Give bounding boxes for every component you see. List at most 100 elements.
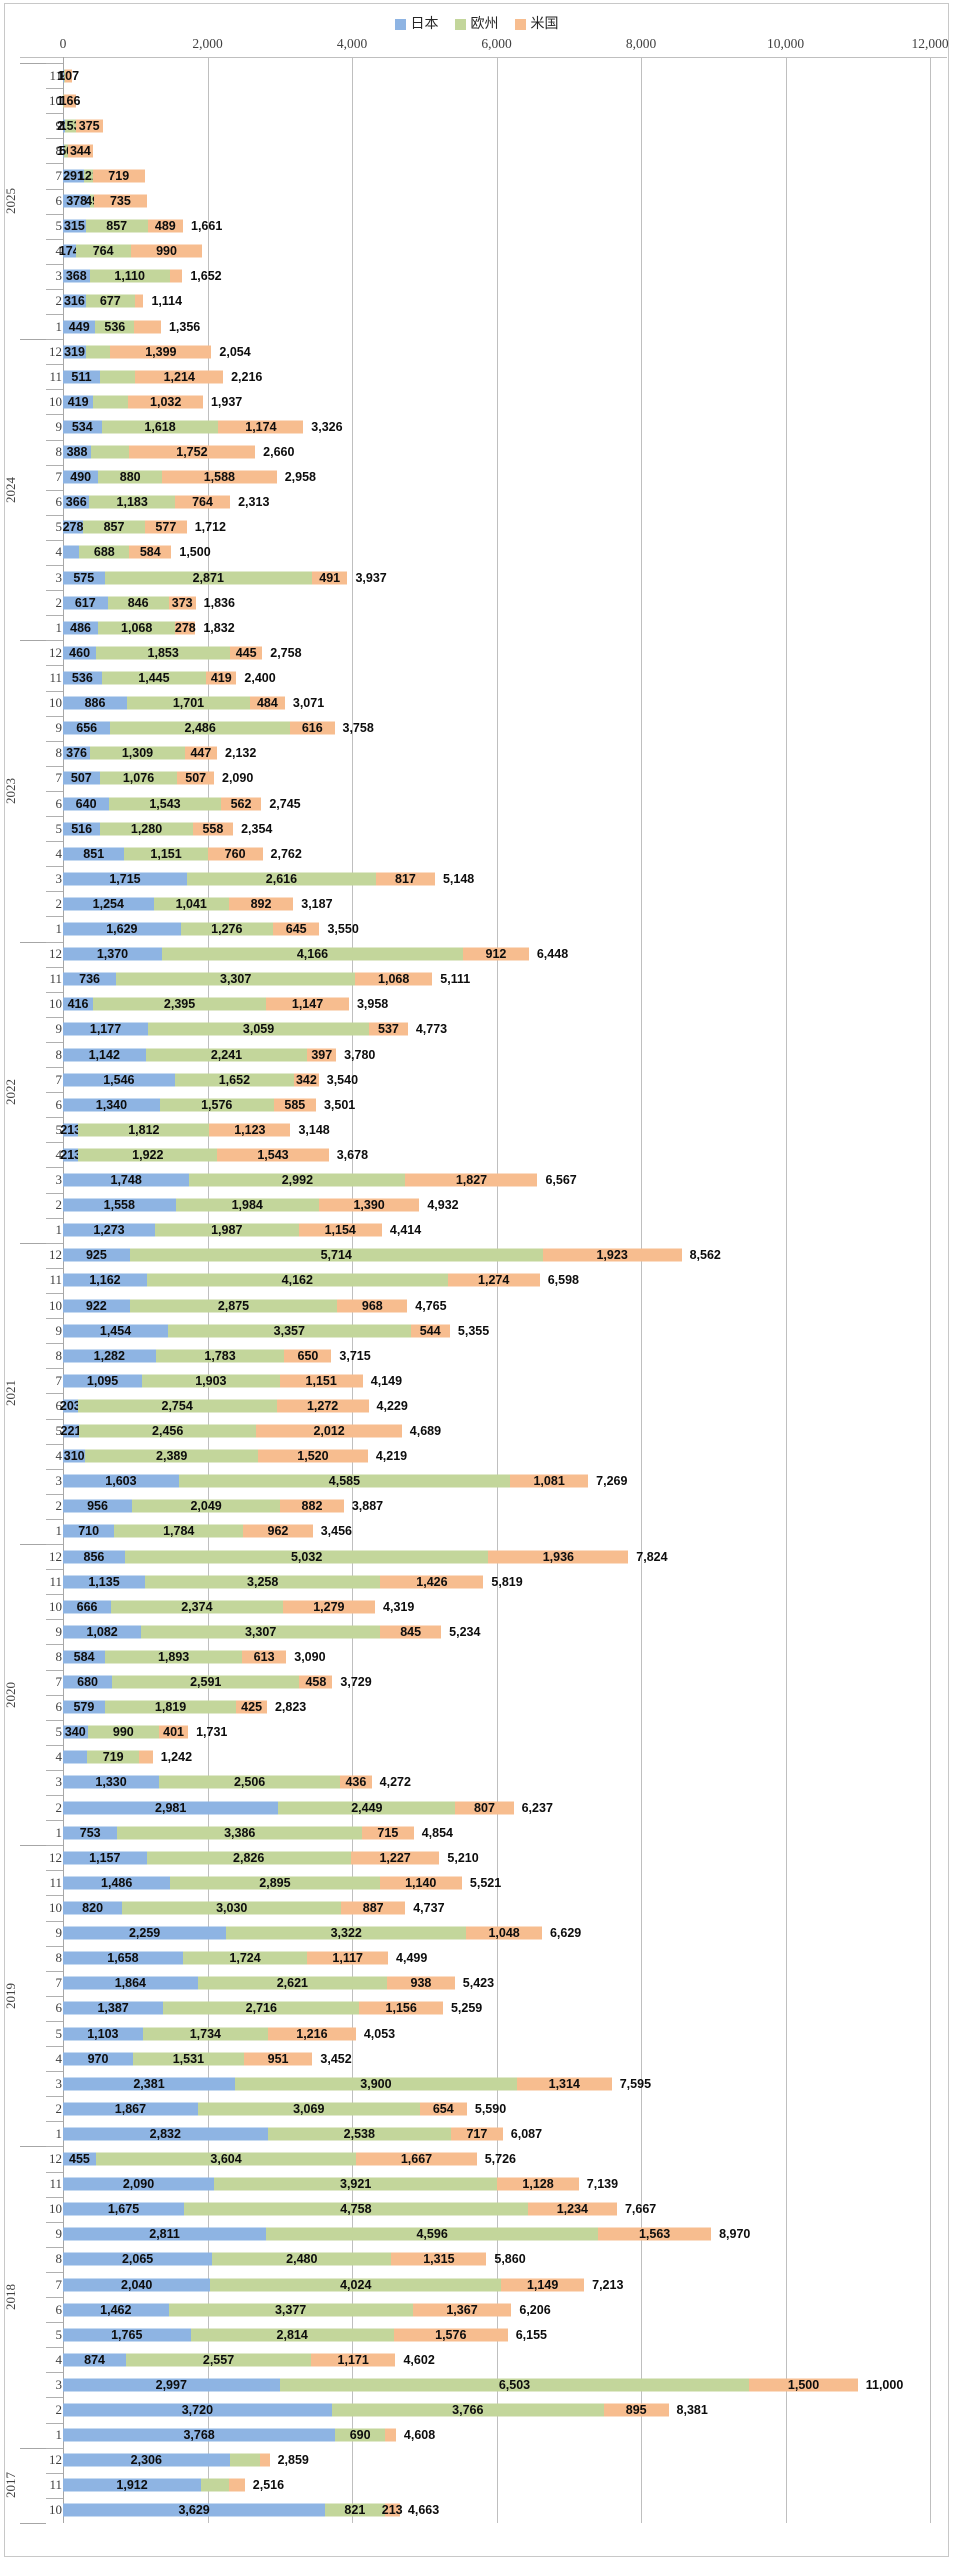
bar-row[interactable]: 7 1,095 1,903 1,151 4,149 — [0, 1368, 953, 1393]
bar-segment-eu[interactable] — [145, 1048, 308, 1062]
bar-row[interactable]: 7 1,864 2,621 938 5,423 — [0, 1970, 953, 1996]
bar-row[interactable]: 2 1,558 1,984 1,390 4,932 — [0, 1192, 953, 1218]
bar-row[interactable]: 3 2,381 3,900 1,314 7,595 — [0, 2071, 953, 2096]
bar-segment-jp[interactable] — [63, 947, 162, 961]
bar-row[interactable]: 5 340 990 401 1,731 — [0, 1719, 953, 1745]
bar-segment-eu[interactable] — [146, 1273, 448, 1287]
bar-segment-jp[interactable] — [63, 1575, 145, 1589]
bar-segment-us[interactable] — [375, 872, 435, 886]
bar-segment-us[interactable] — [75, 119, 103, 133]
bar-segment-us[interactable] — [279, 1374, 363, 1388]
bar-segment-jp[interactable] — [63, 470, 99, 484]
bar-segment-jp[interactable] — [63, 119, 65, 133]
bar-segment-eu[interactable] — [210, 2278, 502, 2292]
bar-segment-jp[interactable] — [63, 621, 99, 635]
bar-segment-us[interactable] — [256, 1424, 402, 1438]
bar-segment-eu[interactable] — [75, 244, 131, 258]
bar-row[interactable]: 5 315 857 489 1,661 — [0, 213, 953, 239]
bar-segment-eu[interactable] — [85, 219, 148, 233]
bar-segment-jp[interactable] — [63, 721, 111, 735]
bar-segment-eu[interactable] — [146, 1851, 351, 1865]
bar-segment-jp[interactable] — [63, 696, 127, 710]
bar-row[interactable]: 8 376 1,309 447 2,132 — [0, 740, 953, 766]
bar-segment-jp[interactable] — [63, 1424, 79, 1438]
bar-segment-jp[interactable] — [63, 822, 101, 836]
bar-row[interactable]: 12 455 3,604 1,667 5,726 — [0, 2146, 953, 2171]
bar-row[interactable]: 11 1,135 3,258 1,426 5,819 — [0, 1569, 953, 1594]
bar-segment-eu[interactable] — [161, 947, 463, 961]
bar-segment-us[interactable] — [391, 2252, 487, 2266]
bar-segment-jp[interactable] — [63, 1474, 179, 1488]
bar-row[interactable]: 4 688 584 1,500 — [0, 539, 953, 565]
bar-segment-eu[interactable] — [63, 94, 64, 108]
bar-segment-jp[interactable] — [63, 596, 108, 610]
bar-segment-jp[interactable] — [63, 1675, 113, 1689]
bar-segment-us[interactable] — [410, 1324, 450, 1338]
bar-segment-eu[interactable] — [201, 2478, 230, 2492]
bar-segment-jp[interactable] — [63, 1901, 123, 1915]
bar-segment-us[interactable] — [462, 947, 529, 961]
bar-segment-us[interactable] — [64, 94, 76, 108]
bar-segment-jp[interactable] — [63, 1273, 147, 1287]
bar-segment-eu[interactable] — [145, 1575, 381, 1589]
bar-segment-us[interactable] — [229, 2478, 245, 2492]
bar-segment-us[interactable] — [294, 1073, 319, 1087]
bar-segment-jp[interactable] — [63, 1499, 133, 1513]
bar-row[interactable]: 6 1,462 3,377 1,367 6,206 — [0, 2297, 953, 2322]
bar-segment-eu[interactable] — [107, 596, 169, 610]
bar-segment-us[interactable] — [350, 1851, 440, 1865]
bar-segment-jp[interactable] — [63, 797, 110, 810]
bar-segment-jp[interactable] — [63, 2127, 268, 2141]
bar-segment-jp[interactable] — [63, 922, 181, 936]
bar-segment-us[interactable] — [266, 997, 349, 1011]
bar-segment-eu[interactable] — [133, 2052, 244, 2066]
bar-segment-eu[interactable] — [127, 696, 250, 710]
bar-segment-eu[interactable] — [186, 872, 376, 886]
bar-segment-eu[interactable] — [132, 1499, 281, 1513]
bar-segment-eu[interactable] — [85, 1449, 258, 1463]
bar-segment-eu[interactable] — [229, 2453, 260, 2467]
bar-row[interactable]: 2 1,254 1,041 892 3,187 — [0, 891, 953, 916]
bar-row[interactable]: 1 3,768 690 4,608 — [0, 2422, 953, 2448]
bar-segment-eu[interactable] — [168, 2303, 413, 2317]
bar-row[interactable]: 1 486 1,068 278 1,832 — [0, 615, 953, 640]
bar-row[interactable]: 3 1,715 2,616 817 5,148 — [0, 866, 953, 891]
bar-segment-eu[interactable] — [335, 2428, 386, 2442]
bar-segment-us[interactable] — [168, 596, 196, 610]
bar-segment-eu[interactable] — [98, 621, 176, 635]
bar-segment-jp[interactable] — [63, 2378, 280, 2392]
bar-segment-us[interactable] — [272, 922, 320, 936]
bar-row[interactable]: 2 1,867 3,069 654 5,590 — [0, 2096, 953, 2121]
bar-row[interactable]: 4 874 2,557 1,171 4,602 — [0, 2347, 953, 2372]
bar-row[interactable]: 5 278 857 577 1,712 — [0, 514, 953, 540]
bar-segment-jp[interactable] — [63, 972, 117, 986]
bar-segment-eu[interactable] — [63, 69, 65, 83]
bar-segment-us[interactable] — [337, 1299, 408, 1313]
bar-segment-us[interactable] — [450, 2127, 503, 2141]
bar-segment-eu[interactable] — [122, 1901, 342, 1915]
bar-row[interactable]: 1 710 1,784 962 3,456 — [0, 1518, 953, 1544]
bar-segment-us[interactable] — [147, 219, 183, 233]
bar-segment-jp[interactable] — [63, 997, 94, 1011]
bar-segment-eu[interactable] — [95, 2152, 357, 2166]
bar-segment-eu[interactable] — [85, 294, 135, 308]
bar-row[interactable]: 11 536 1,445 419 2,400 — [0, 665, 953, 690]
bar-segment-us[interactable] — [387, 1976, 455, 1990]
bar-segment-jp[interactable] — [63, 2102, 198, 2116]
bar-segment-eu[interactable] — [117, 1826, 363, 1840]
bar-segment-us[interactable] — [93, 194, 147, 208]
bar-segment-jp[interactable] — [63, 1625, 142, 1639]
bar-segment-us[interactable] — [218, 420, 304, 434]
legend-item-jp[interactable]: 日本 — [394, 17, 439, 31]
bar-segment-jp[interactable] — [63, 1801, 279, 1815]
bar-segment-jp[interactable] — [63, 2428, 336, 2442]
bar-segment-eu[interactable] — [170, 1876, 380, 1890]
bar-segment-eu[interactable] — [95, 320, 135, 334]
bar-segment-jp[interactable] — [63, 2202, 185, 2216]
bar-segment-jp[interactable] — [63, 320, 96, 334]
bar-segment-us[interactable] — [749, 2378, 858, 2392]
bar-row[interactable]: 6 1,340 1,576 585 3,501 — [0, 1092, 953, 1117]
bar-row[interactable]: 1 753 3,386 715 4,854 — [0, 1820, 953, 1845]
bar-segment-us[interactable] — [516, 2077, 612, 2091]
bar-segment-eu[interactable] — [129, 1299, 338, 1313]
